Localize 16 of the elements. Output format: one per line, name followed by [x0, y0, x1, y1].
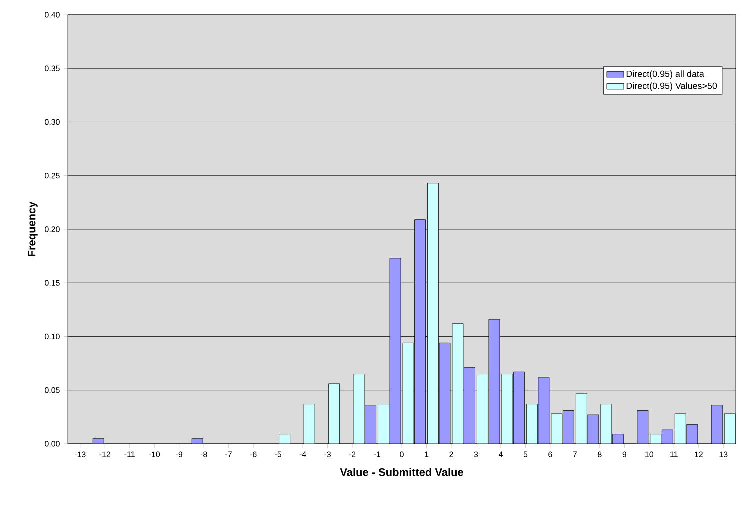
- bar: [488, 319, 500, 444]
- bar: [562, 410, 574, 444]
- bar: [538, 377, 550, 444]
- bar: [637, 410, 649, 444]
- bar: [390, 258, 402, 444]
- bar: [414, 220, 426, 444]
- y-axis-title: Frequency: [28, 202, 38, 256]
- x-axis-title: Value - Submitted Value: [340, 468, 464, 476]
- legend-label: Direct(0.95) Values>50: [626, 82, 718, 91]
- bar: [686, 424, 698, 444]
- bar: [514, 372, 525, 444]
- legend-label: Direct(0.95) all data: [626, 70, 704, 80]
- bar: [439, 342, 451, 444]
- bar: [711, 405, 723, 444]
- bar: [365, 405, 376, 444]
- bar: [464, 368, 476, 444]
